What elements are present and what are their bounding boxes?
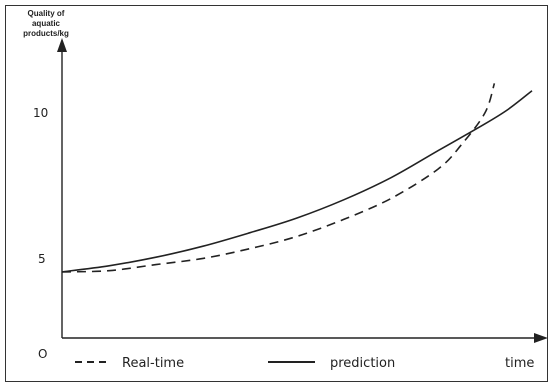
chart-frame xyxy=(5,5,548,382)
y-axis-label-line-3: products/kg xyxy=(23,29,69,38)
legend: Real-time prediction xyxy=(75,356,395,371)
y-tick-label-5: 5 xyxy=(38,252,46,266)
y-axis-arrow xyxy=(57,38,67,52)
x-axis-arrow xyxy=(534,333,548,343)
series-line-prediction xyxy=(61,90,533,273)
origin-label: O xyxy=(38,347,47,361)
series-line-real-time xyxy=(61,83,496,273)
legend-label-real-time: Real-time xyxy=(122,356,184,371)
x-axis-label: time xyxy=(505,356,534,371)
y-axis-label-line-2: aquatic xyxy=(32,19,61,28)
y-axis-label-line-1: Quality of xyxy=(28,9,65,18)
legend-label-prediction: prediction xyxy=(330,356,395,371)
y-tick-label-10: 10 xyxy=(33,106,48,120)
